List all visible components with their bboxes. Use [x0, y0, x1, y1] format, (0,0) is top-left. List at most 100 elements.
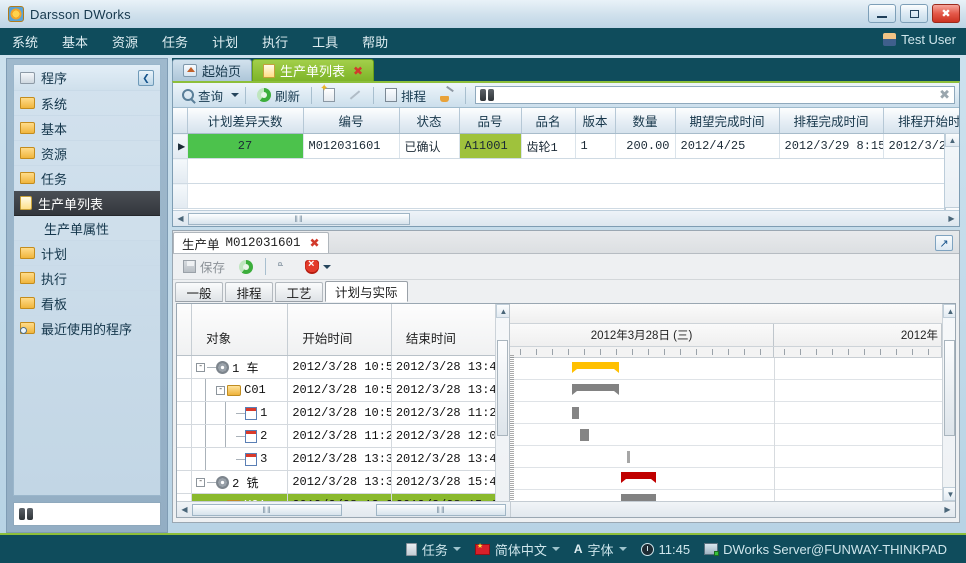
detail-tab-close-icon[interactable]: ✖ — [309, 236, 320, 250]
col-part-name[interactable]: 品名 — [521, 108, 576, 134]
new-record-button[interactable] — [318, 83, 340, 103]
scroll-up-button[interactable]: ▲ — [945, 133, 959, 147]
scroll-right-button[interactable]: ▶ — [948, 214, 955, 223]
tab-general[interactable]: 一般 — [175, 282, 223, 302]
cancel-action-button[interactable] — [300, 258, 336, 275]
gantt-tree-hscroll-thumb[interactable]: ‖‖ — [192, 503, 342, 516]
col-version[interactable]: 版本 — [575, 108, 616, 134]
col-part-number[interactable]: 品号 — [459, 108, 522, 134]
chevron-down-icon[interactable] — [452, 547, 461, 551]
sidebar-item-basic[interactable]: 基本 — [14, 116, 160, 141]
sidebar-item-resource[interactable]: 资源 — [14, 141, 160, 166]
gantt-bar-summary-turn[interactable] — [572, 362, 619, 373]
gantt-tree-vertical-scrollbar[interactable]: ▲ — [495, 304, 509, 501]
sidebar-item-task[interactable]: 任务 — [14, 166, 160, 191]
sidebar-item-execute[interactable]: 执行 — [14, 266, 160, 291]
timeline-row-7[interactable] — [510, 490, 955, 501]
menu-item-help[interactable]: 帮助 — [362, 35, 389, 50]
scroll-up-button[interactable]: ▲ — [943, 304, 955, 318]
gantt-row-3[interactable]: 1 2012/3/28 10:52 2012/3/28 11:22 — [177, 401, 509, 425]
status-language[interactable]: 简体中文 — [470, 538, 565, 561]
minimize-button[interactable] — [868, 4, 896, 23]
collapse-panel-button[interactable]: ❮ — [138, 70, 154, 86]
tab-process[interactable]: 工艺 — [275, 282, 323, 302]
schedule-button[interactable]: 排程 — [380, 85, 431, 106]
gantt-bar-summary-c01[interactable] — [572, 384, 619, 395]
clear-search-icon[interactable]: ✖ — [939, 87, 950, 102]
menu-item-basic[interactable]: 基本 — [62, 35, 89, 50]
sidebar-search-input[interactable] — [33, 506, 194, 522]
sidebar-item-plan[interactable]: 计划 — [14, 241, 160, 266]
status-task[interactable]: 任务 — [401, 538, 466, 561]
gantt-timeline-vertical-scrollbar[interactable]: ▲ ▼ — [942, 304, 955, 501]
menu-item-tools[interactable]: 工具 — [312, 35, 339, 50]
scroll-left-button[interactable]: ◀ — [181, 505, 188, 514]
scroll-up-button[interactable]: ▲ — [496, 304, 509, 318]
gantt-row-5[interactable]: 3 2012/3/28 13:30 2012/3/28 13:40 — [177, 447, 509, 471]
tab-production-order-list[interactable]: 生产单列表 ✖ — [252, 59, 375, 81]
menu-item-plan[interactable]: 计划 — [212, 35, 239, 50]
expander-icon[interactable]: - — [196, 477, 206, 487]
gantt-splitter-handle[interactable] — [510, 355, 514, 501]
col-scheduled-finish[interactable]: 排程完成时间 — [779, 108, 884, 134]
list-search-input[interactable] — [494, 87, 936, 103]
gantt-bar-summary-mill[interactable] — [621, 472, 656, 483]
vscroll-thumb[interactable] — [497, 340, 508, 436]
col-order-number[interactable]: 编号 — [303, 108, 400, 134]
gantt-bar-op-2[interactable] — [580, 429, 589, 441]
popout-button[interactable]: ↗ — [935, 235, 953, 251]
col-status[interactable]: 状态 — [399, 108, 460, 134]
menu-item-resource[interactable]: 资源 — [112, 35, 139, 50]
timeline-row-2[interactable] — [510, 380, 955, 402]
gantt-row-1[interactable]: - 1 车 2012/3/28 10:52 2012/3/28 13:40 — [177, 355, 509, 379]
maximize-button[interactable] — [900, 4, 928, 23]
col-expected-finish[interactable]: 期望完成时间 — [675, 108, 780, 134]
gantt-horizontal-scrollbar[interactable]: ◀ ‖‖ ‖‖ ▶ — [177, 501, 955, 517]
gantt-bar-op-1[interactable] — [572, 407, 579, 419]
query-button[interactable]: 查询 — [177, 85, 228, 106]
sidebar-item-production-order-attributes[interactable]: 生产单属性 — [14, 216, 160, 241]
save-button[interactable]: 保存 — [178, 256, 230, 277]
query-dropdown-icon[interactable] — [231, 93, 240, 97]
sidebar-item-system[interactable]: 系统 — [14, 91, 160, 116]
detail-refresh-button[interactable] — [234, 259, 258, 275]
gantt-row-2[interactable]: - C01 2012/3/28 10:52 2012/3/28 13:40 — [177, 378, 509, 402]
gantt-bar-summary-x01[interactable] — [621, 494, 656, 501]
col-plan-variance-days[interactable]: 计划差异天数 — [187, 108, 304, 134]
timeline-row-1[interactable] — [510, 358, 955, 380]
chevron-down-icon[interactable] — [323, 264, 332, 269]
timeline-row-3[interactable] — [510, 402, 955, 424]
col-end-time[interactable]: 结束时间 — [391, 304, 509, 356]
tab-schedule[interactable]: 排程 — [225, 282, 273, 302]
vscroll-thumb[interactable] — [944, 340, 955, 436]
clear-button[interactable] — [434, 87, 459, 103]
hscroll-thumb[interactable]: ‖‖ — [188, 212, 410, 225]
sidebar-item-production-order-list[interactable]: 生产单列表 — [14, 191, 160, 216]
gantt-row-6[interactable]: - 2 铣 2012/3/28 13:30 2012/3/28 15:40 — [177, 470, 509, 494]
timeline-row-6[interactable] — [510, 468, 955, 490]
tab-start-page[interactable]: 起始页 — [172, 59, 253, 81]
status-font[interactable]: A 字体 — [569, 538, 632, 561]
menu-item-execute[interactable]: 执行 — [262, 35, 289, 50]
refresh-button[interactable]: 刷新 — [252, 85, 305, 106]
gantt-row-7-selected[interactable]: ▶ - X01 2012/3/28 13:30 — [177, 493, 509, 501]
expander-icon[interactable]: - — [216, 385, 226, 395]
timeline-row-4[interactable] — [510, 424, 955, 446]
col-quantity[interactable]: 数量 — [615, 108, 676, 134]
grid-vertical-scrollbar[interactable]: ▲ ▼ — [944, 133, 959, 212]
sidebar-search[interactable]: ✖ — [13, 502, 209, 526]
sidebar-item-recent-programs[interactable]: 最近使用的程序 — [14, 316, 160, 341]
edit-record-button[interactable] — [343, 87, 367, 103]
tab-close-icon[interactable]: ✖ — [353, 63, 364, 78]
col-start-time[interactable]: 开始时间 — [287, 304, 392, 356]
current-user[interactable]: Test User — [883, 32, 956, 47]
chevron-down-icon[interactable] — [551, 547, 560, 551]
scroll-right-button[interactable]: ▶ — [944, 505, 951, 514]
list-search-box[interactable]: ✖ — [475, 86, 955, 104]
tab-plan-vs-actual[interactable]: 计划与实际 — [325, 281, 408, 302]
timeline-row-5[interactable] — [510, 446, 955, 468]
chevron-down-icon[interactable] — [618, 547, 627, 551]
gantt-row-4[interactable]: 2 2012/3/28 11:22 2012/3/28 12:00 — [177, 424, 509, 448]
table-row[interactable]: ▶ 27 M012031601 已确认 A11001 齿轮1 1 200.00 … — [173, 133, 959, 159]
detail-tab-production-order[interactable]: 生产单 M012031601 ✖ — [173, 232, 329, 253]
